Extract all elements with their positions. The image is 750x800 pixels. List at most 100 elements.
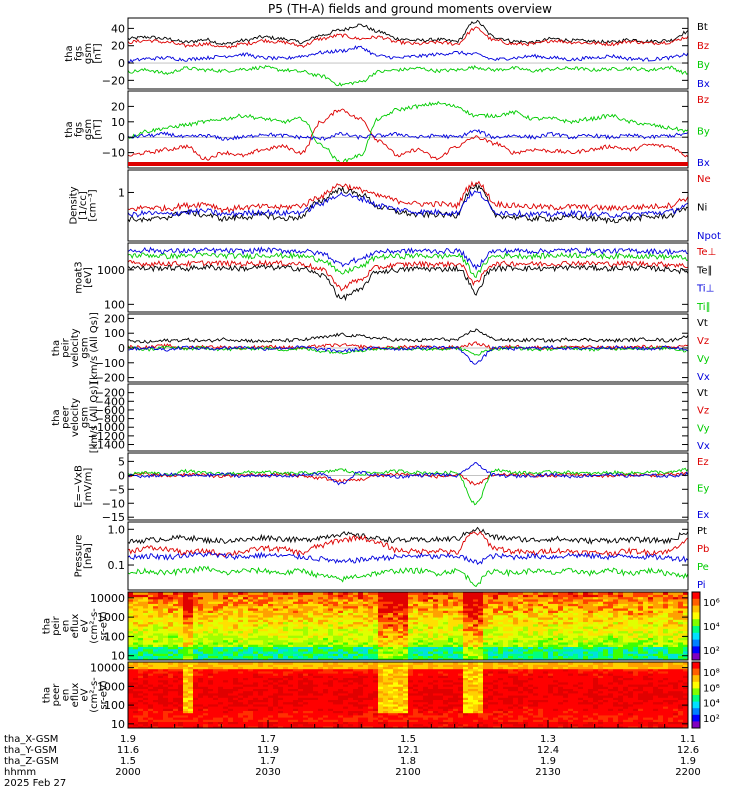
y-label-line: fgs bbox=[73, 122, 84, 137]
series-line bbox=[128, 462, 688, 486]
y-label-line: [mV/m] bbox=[83, 468, 94, 506]
y-axis-label: Pressure[nPa] bbox=[73, 535, 94, 578]
series-line bbox=[128, 246, 688, 271]
y-tick-label: 10 bbox=[111, 718, 125, 731]
y-label-line: Density bbox=[69, 186, 80, 224]
panel-frame bbox=[127, 591, 689, 661]
y-label-line: [1/cc] bbox=[78, 191, 89, 220]
y-label-line: tha bbox=[42, 687, 53, 703]
panel-stack: 40200−20thafgsgsm[nT]BtBzByBx20100−10tha… bbox=[42, 17, 721, 731]
series-line bbox=[128, 328, 688, 344]
legend-entry: Ti⊥ bbox=[696, 284, 714, 295]
y-label-line: eflux bbox=[70, 614, 81, 639]
x-tick-label: 1.1 bbox=[680, 734, 696, 745]
series-line bbox=[128, 551, 688, 565]
x-tick-label: 12.6 bbox=[677, 745, 699, 756]
y-tick-label: −20 bbox=[102, 74, 125, 87]
series-line bbox=[128, 259, 688, 292]
legend-entry: Ez bbox=[697, 457, 709, 468]
x-tick-label: 11.9 bbox=[257, 745, 279, 756]
plot-area-7 bbox=[128, 462, 688, 506]
legend-entry: Bz bbox=[697, 95, 709, 106]
y-tick-label: 100 bbox=[104, 699, 125, 712]
y-tick-label: −600 bbox=[95, 404, 125, 417]
series-line bbox=[128, 26, 688, 49]
x-row-label: hhmm bbox=[4, 767, 36, 778]
series-line bbox=[128, 344, 688, 365]
plot-area-8 bbox=[128, 526, 688, 588]
series-line bbox=[128, 526, 688, 545]
legend-entry: Vy bbox=[697, 354, 710, 365]
x-row-label: 2025 Feb 27 bbox=[4, 778, 66, 789]
x-tick-label: 1.5 bbox=[120, 756, 136, 767]
flag-bar bbox=[128, 162, 688, 166]
y-label-line: peer bbox=[51, 683, 62, 707]
y-label-line: [nPa] bbox=[83, 543, 94, 569]
series-line bbox=[128, 565, 688, 588]
panel-6: −200−400−600−800−1000−1200−1400thapeerve… bbox=[51, 382, 710, 454]
series-line bbox=[128, 128, 688, 141]
panel-frame bbox=[127, 90, 689, 169]
y-tick-label: 1000 bbox=[97, 264, 125, 277]
legend-entry: Ey bbox=[697, 484, 709, 495]
panel-8: 1.0 0.1 Pressure[nPa] Pt Pb Pe Pi bbox=[73, 521, 709, 591]
y-tick-label: −10 bbox=[102, 147, 125, 160]
colorbar-tick-label: 10² bbox=[703, 714, 720, 725]
x-row-label: tha_Y-GSM bbox=[4, 745, 57, 756]
y-tick-label: −1200 bbox=[88, 430, 125, 443]
legend-entry: Vx bbox=[697, 372, 710, 383]
y-tick-label: −800 bbox=[95, 413, 125, 426]
y-axis-label: moat3[eV] bbox=[73, 261, 94, 293]
colorbar-tick-label: 10⁶ bbox=[703, 683, 720, 694]
colorbar-tick-label: 10² bbox=[703, 646, 720, 657]
y-tick-label: −400 bbox=[95, 395, 125, 408]
y-tick-label: −1000 bbox=[88, 421, 125, 434]
y-tick-label: 5 bbox=[118, 455, 125, 468]
legend-entry: Bx bbox=[697, 158, 710, 169]
figure-title: P5 (TH-A) fields and ground moments over… bbox=[268, 2, 552, 16]
legend-entry: Te⊥ bbox=[696, 247, 716, 258]
legend-entry: Pb bbox=[697, 544, 709, 555]
y-tick-label: 0 bbox=[118, 469, 125, 482]
y-label-line: velocity bbox=[70, 398, 81, 437]
y-label-line: gsm bbox=[80, 337, 91, 358]
y-label-line: en bbox=[61, 620, 72, 633]
y-label-line: sr-eV) bbox=[99, 680, 110, 709]
x-tick-label: 2130 bbox=[535, 767, 560, 778]
y-tick-label: 10000 bbox=[90, 592, 125, 605]
x-tick-label: 2200 bbox=[675, 767, 700, 778]
series-line bbox=[128, 108, 688, 161]
y-label-line: peer bbox=[61, 405, 72, 429]
y-label-line: eflux bbox=[70, 683, 81, 708]
y-label-line: (cm²-s- bbox=[89, 608, 100, 644]
panel-9: 10⁶10⁴10²10000100010010thapeirenefluxeV(… bbox=[42, 591, 720, 663]
y-tick-label: 0 bbox=[118, 342, 125, 355]
y-label-line: [nT] bbox=[92, 43, 103, 63]
panel-3: 1 Density[1/cc][cm⁻³] Ne Ni Npot bbox=[69, 169, 721, 242]
y-label-line: [km/s (All Qs)] bbox=[89, 382, 100, 454]
y-tick-label: −100 bbox=[95, 357, 125, 370]
x-tick-label: 2000 bbox=[115, 767, 140, 778]
y-label-line: tha bbox=[64, 121, 75, 137]
x-tick-label: 1.5 bbox=[400, 734, 416, 745]
colorbar-tick-label: 10⁴ bbox=[703, 622, 720, 633]
x-tick-label: 1.9 bbox=[680, 756, 696, 767]
y-label-line: tha bbox=[42, 618, 53, 634]
y-label-line: moat3 bbox=[73, 261, 84, 293]
y-tick-label: −200 bbox=[95, 372, 125, 385]
y-tick-label: 10 bbox=[111, 650, 125, 663]
y-label-line: [cm⁻³] bbox=[88, 189, 99, 221]
plot-area-4 bbox=[128, 246, 688, 302]
panel-10: 10⁸10⁶10⁴10²10000100010010thapeereneflux… bbox=[42, 661, 720, 731]
x-tick-label: 11.6 bbox=[117, 745, 139, 756]
y-axis-label: Density[1/cc][cm⁻³] bbox=[69, 186, 99, 224]
x-tick-label: 1.7 bbox=[260, 734, 276, 745]
y-label-line: en bbox=[61, 689, 72, 702]
panel-frame bbox=[127, 17, 689, 90]
legend-entry: Vz bbox=[697, 406, 709, 417]
